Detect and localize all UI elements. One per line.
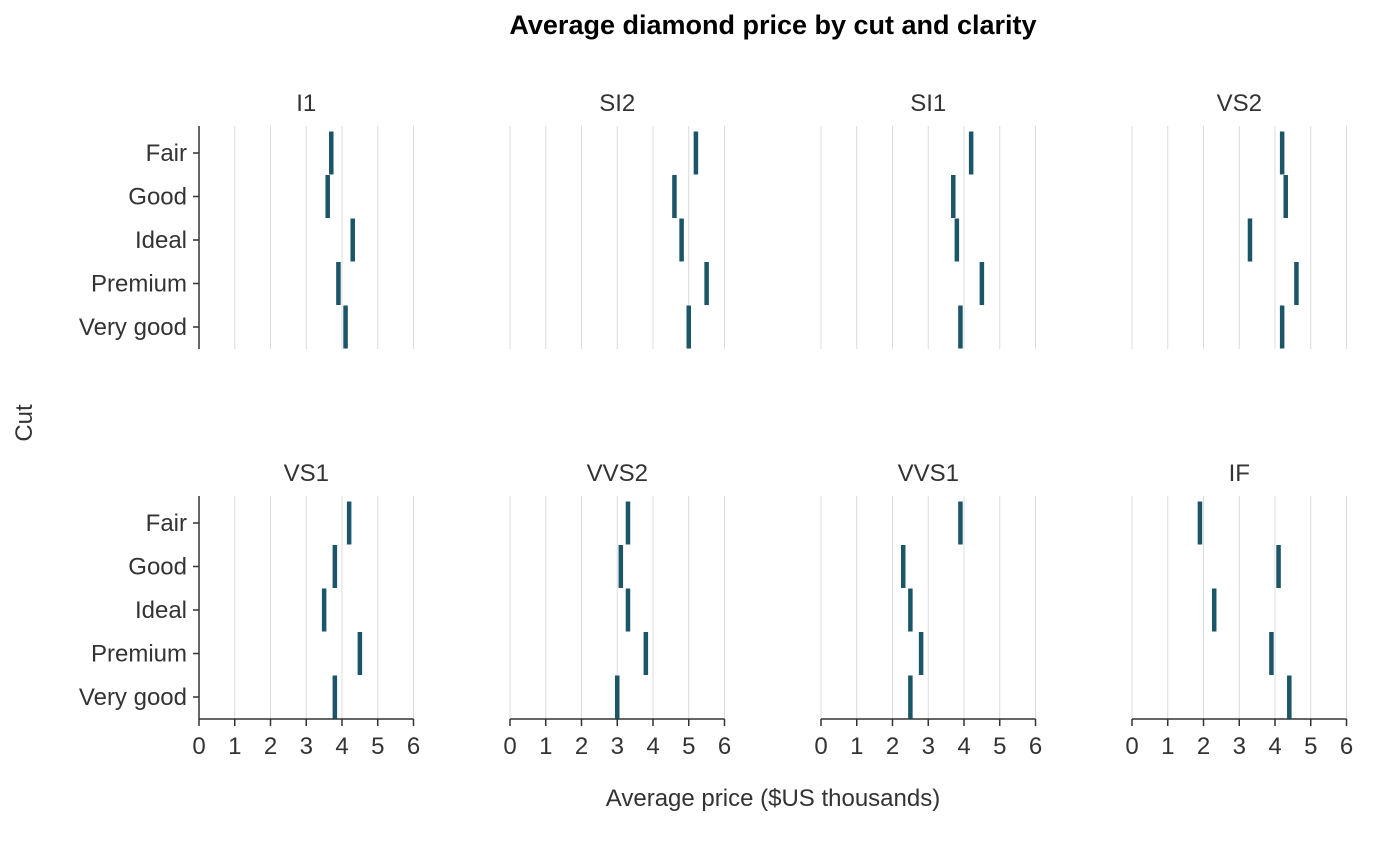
data-mark xyxy=(693,131,699,175)
facet-label: VS2 xyxy=(1217,90,1262,117)
data-mark xyxy=(686,305,691,349)
data-mark xyxy=(343,305,348,349)
data-mark xyxy=(1211,588,1217,632)
data-mark xyxy=(357,632,363,675)
data-mark xyxy=(1197,501,1203,545)
x-tick-label: 0 xyxy=(814,733,827,760)
data-mark xyxy=(1294,262,1299,305)
x-tick-label: 6 xyxy=(407,733,420,760)
data-mark xyxy=(625,501,631,545)
data-mark xyxy=(1279,305,1285,349)
x-tick-label: 2 xyxy=(575,733,588,760)
x-tick-label: 5 xyxy=(993,733,1006,760)
y-tick-label: Ideal xyxy=(135,597,187,624)
data-mark xyxy=(918,632,924,675)
data-mark xyxy=(336,262,341,305)
facet-panel: VVS1 0 1 2 3 4 5 6 xyxy=(814,460,1042,760)
x-tick-label: 3 xyxy=(922,733,935,760)
data-mark xyxy=(332,675,338,719)
y-tick-label: Very good xyxy=(79,684,187,711)
x-tick-label: 0 xyxy=(192,733,205,760)
facet-label: SI1 xyxy=(910,90,946,117)
y-tick-label: Very good xyxy=(79,314,187,341)
data-mark xyxy=(321,588,327,632)
data-mark xyxy=(1279,131,1285,175)
x-tick-label: 2 xyxy=(886,733,899,760)
x-tick-label: 2 xyxy=(264,733,277,760)
data-mark xyxy=(643,632,649,675)
x-tick-label: 0 xyxy=(503,733,516,760)
x-tick-label: 0 xyxy=(1125,733,1138,760)
x-tick-label: 5 xyxy=(682,733,695,760)
y-tick-label: Good xyxy=(128,554,187,581)
x-tick-label: 3 xyxy=(1233,733,1246,760)
x-tick-label: 6 xyxy=(718,733,731,760)
x-tick-label: 1 xyxy=(539,733,552,760)
x-tick-label: 2 xyxy=(1197,733,1210,760)
facet-label: VVS1 xyxy=(898,460,959,487)
data-mark xyxy=(332,545,338,588)
data-mark xyxy=(1276,545,1281,588)
x-tick-label: 3 xyxy=(300,733,313,760)
data-mark xyxy=(1287,675,1292,719)
data-mark xyxy=(979,262,985,305)
y-tick-label: Good xyxy=(128,184,187,211)
x-tick-label: 5 xyxy=(371,733,384,760)
x-tick-label: 6 xyxy=(1029,733,1042,760)
x-tick-label: 6 xyxy=(1340,733,1353,760)
chart-title: Average diamond price by cut and clarity xyxy=(509,10,1036,40)
y-tick-label: Fair xyxy=(146,510,187,537)
data-mark xyxy=(1247,218,1253,262)
facet-label: VS1 xyxy=(284,460,329,487)
data-mark xyxy=(954,218,960,262)
facet-panel: VS2 xyxy=(1131,90,1347,349)
data-mark xyxy=(704,262,709,305)
data-mark xyxy=(908,588,913,632)
data-mark xyxy=(325,175,330,218)
data-mark xyxy=(900,545,906,588)
facet-panel: SI2 xyxy=(509,90,725,349)
facet-label: VVS2 xyxy=(587,460,648,487)
data-mark xyxy=(968,131,974,175)
data-mark xyxy=(350,218,355,262)
data-mark xyxy=(951,175,956,218)
x-tick-label: 1 xyxy=(228,733,241,760)
data-mark xyxy=(908,675,913,719)
data-mark xyxy=(346,501,352,545)
facet-label: I1 xyxy=(296,90,316,117)
facet-label: SI2 xyxy=(599,90,635,117)
data-mark xyxy=(958,501,963,545)
x-tick-label: 4 xyxy=(646,733,659,760)
y-tick-label: Ideal xyxy=(135,227,187,254)
data-mark xyxy=(329,131,334,175)
x-axis-title: Average price ($US thousands) xyxy=(606,785,940,812)
y-tick-label: Fair xyxy=(146,140,187,167)
x-tick-label: 5 xyxy=(1304,733,1317,760)
y-tick-label: Premium xyxy=(91,271,187,298)
x-tick-label: 1 xyxy=(850,733,863,760)
data-mark xyxy=(679,218,684,262)
x-tick-label: 4 xyxy=(1268,733,1281,760)
facet-panel: IF 0 1 2 3 4 5 6 xyxy=(1125,460,1353,760)
x-tick-label: 1 xyxy=(1161,733,1174,760)
x-tick-label: 3 xyxy=(611,733,624,760)
x-tick-label: 4 xyxy=(957,733,970,760)
facet-panel: VVS2 0 1 2 3 4 5 6 xyxy=(503,460,731,760)
facet-panel: I1 Fair Good Ideal Premium Very good xyxy=(79,90,414,349)
data-mark xyxy=(1283,175,1288,218)
data-mark xyxy=(1269,632,1274,675)
data-mark xyxy=(625,588,631,632)
data-mark xyxy=(618,545,624,588)
data-mark xyxy=(958,305,963,349)
y-tick-label: Premium xyxy=(91,641,187,668)
facet-label: IF xyxy=(1229,460,1250,487)
data-mark xyxy=(672,175,677,218)
facet-panel: SI1 xyxy=(820,90,1036,349)
panels: I1 Fair Good Ideal Premium Very good SI2 SI1 VS2… xyxy=(79,90,1353,760)
data-mark xyxy=(615,675,620,719)
y-axis-title: Cut xyxy=(11,404,38,442)
x-tick-label: 4 xyxy=(335,733,348,760)
